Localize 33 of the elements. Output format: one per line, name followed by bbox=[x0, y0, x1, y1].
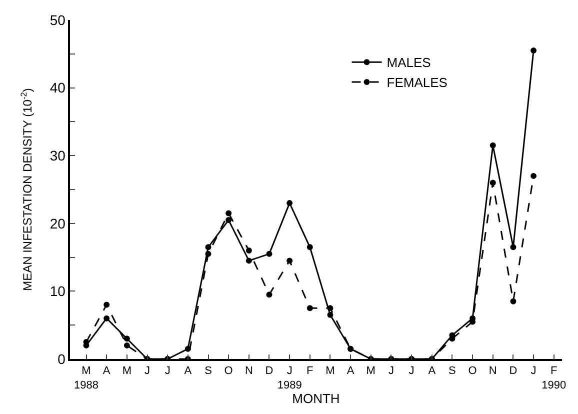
y-tick-label: 20 bbox=[50, 215, 66, 232]
y-tick-label: 50 bbox=[50, 12, 66, 28]
x-tick-label: J bbox=[164, 364, 170, 377]
x-tick-label: A bbox=[102, 364, 111, 377]
x-tick-label: J bbox=[144, 364, 150, 377]
y-tick-label: 40 bbox=[50, 80, 66, 96]
x-tick-label: F 1990 bbox=[542, 364, 566, 392]
x-tick-label: S bbox=[448, 364, 456, 377]
x-tick-label: D bbox=[265, 364, 274, 377]
x-tick-label: D bbox=[509, 364, 518, 377]
x-tick-label: J bbox=[530, 364, 536, 377]
y-tick-label: 30 bbox=[50, 148, 66, 164]
y-tick-label: 0 bbox=[58, 350, 66, 367]
x-tick-label: J 1989 bbox=[277, 364, 302, 392]
x-tick-label: A bbox=[184, 364, 192, 377]
x-tick-label: O bbox=[468, 364, 478, 377]
x-tick-label: F bbox=[306, 364, 314, 377]
x-tick-label: M bbox=[366, 364, 376, 377]
x-tick-label: A bbox=[428, 364, 436, 377]
x-tick-label: S bbox=[204, 364, 212, 377]
x-tick-label: M bbox=[122, 364, 132, 377]
x-tick-label: J bbox=[388, 364, 394, 377]
x-tick-label: A bbox=[346, 364, 355, 377]
x-tick-label: O bbox=[224, 364, 234, 377]
x-axis-title: MONTH bbox=[292, 391, 340, 406]
x-tick-label: J bbox=[408, 364, 414, 377]
legend-label: MALES bbox=[386, 55, 432, 70]
y-tick-label: 10 bbox=[50, 283, 66, 300]
x-tick-label: N bbox=[488, 364, 497, 377]
legend-label: FEMALES bbox=[386, 75, 448, 90]
x-tick-label: N bbox=[244, 364, 253, 377]
x-tick-label: M 1988 bbox=[74, 364, 98, 392]
x-tick-label: M bbox=[326, 364, 335, 377]
